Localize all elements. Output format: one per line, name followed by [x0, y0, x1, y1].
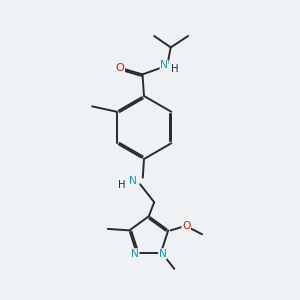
Text: H: H [171, 64, 178, 74]
Text: O: O [182, 221, 190, 232]
Text: N: N [160, 60, 168, 70]
Text: N: N [159, 249, 167, 259]
Text: N: N [131, 249, 139, 259]
Text: O: O [116, 63, 124, 74]
Text: N: N [129, 176, 137, 186]
Text: H: H [118, 180, 126, 190]
